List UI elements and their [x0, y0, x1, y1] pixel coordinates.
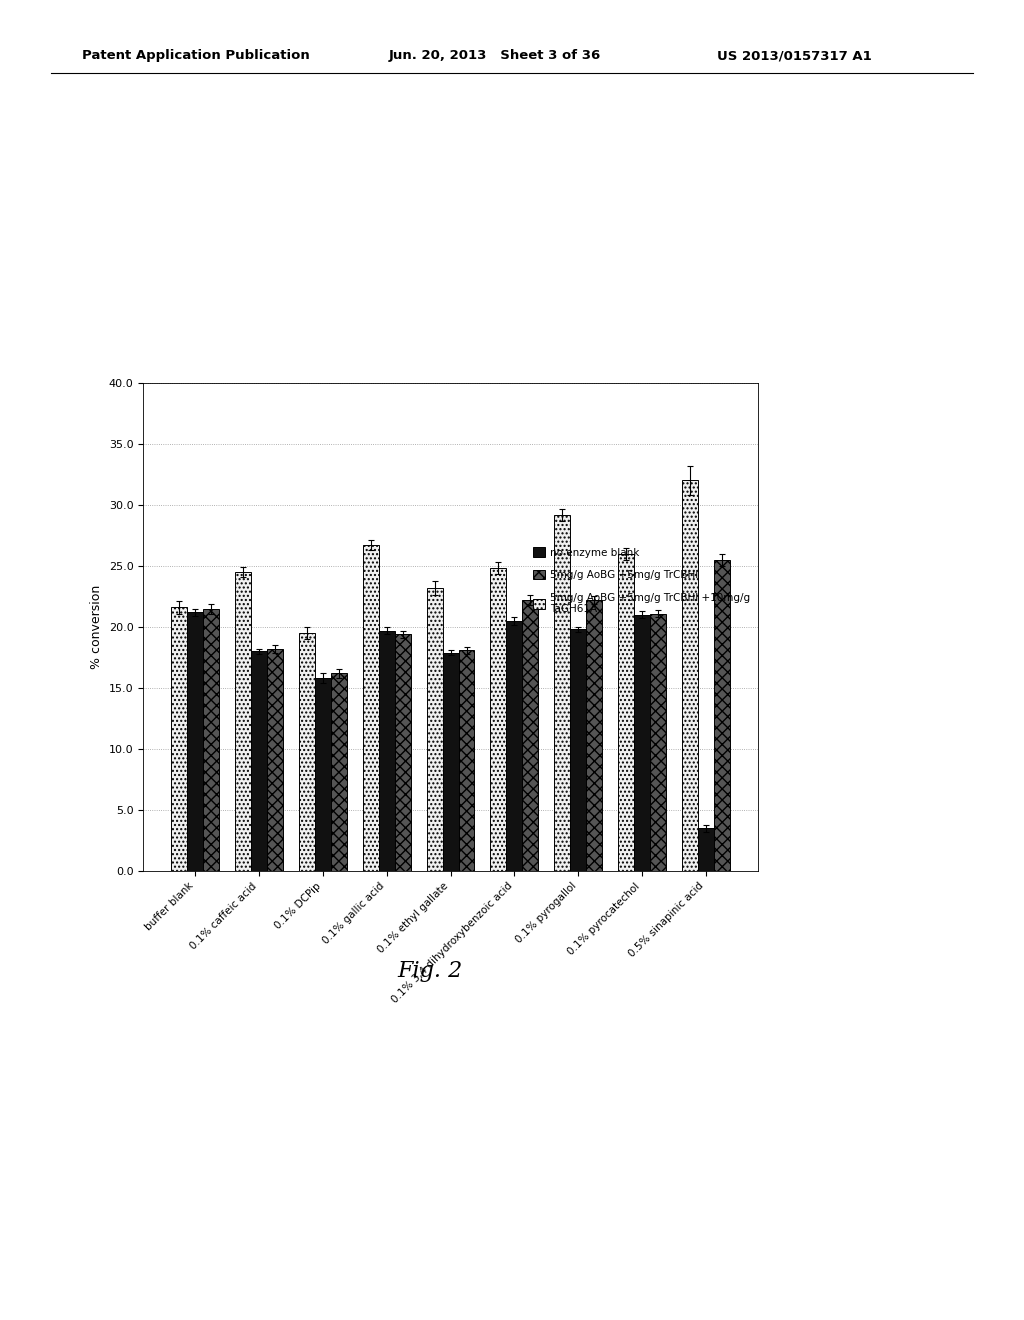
Bar: [331, 673, 347, 871]
Bar: [554, 515, 570, 871]
Bar: [442, 652, 459, 871]
Bar: [203, 609, 219, 871]
Text: Jun. 20, 2013   Sheet 3 of 36: Jun. 20, 2013 Sheet 3 of 36: [389, 49, 601, 62]
Bar: [362, 545, 379, 871]
Bar: [522, 601, 539, 871]
Bar: [299, 634, 315, 871]
Bar: [427, 587, 442, 871]
Legend: no enzyme blank, 5mg/g AoBG +5mg/g TrCBHI, 5mg/g AoBG +5mg/g TrCBHI +10mg/g
TaGH: no enzyme blank, 5mg/g AoBG +5mg/g TrCBH…: [529, 544, 754, 618]
Bar: [187, 612, 203, 871]
Bar: [251, 652, 267, 871]
Bar: [490, 569, 507, 871]
Bar: [698, 829, 714, 871]
Bar: [618, 554, 634, 871]
Bar: [236, 572, 251, 871]
Bar: [315, 678, 331, 871]
Text: US 2013/0157317 A1: US 2013/0157317 A1: [717, 49, 871, 62]
Bar: [634, 615, 650, 871]
Bar: [267, 649, 283, 871]
Bar: [682, 480, 698, 871]
Bar: [171, 607, 187, 871]
Bar: [714, 560, 730, 871]
Text: Fig. 2: Fig. 2: [397, 960, 463, 982]
Bar: [650, 614, 666, 871]
Bar: [507, 620, 522, 871]
Bar: [570, 630, 586, 871]
Bar: [379, 631, 394, 871]
Y-axis label: % conversion: % conversion: [90, 585, 103, 669]
Bar: [459, 651, 474, 871]
Bar: [394, 635, 411, 871]
Bar: [586, 601, 602, 871]
Text: Patent Application Publication: Patent Application Publication: [82, 49, 309, 62]
